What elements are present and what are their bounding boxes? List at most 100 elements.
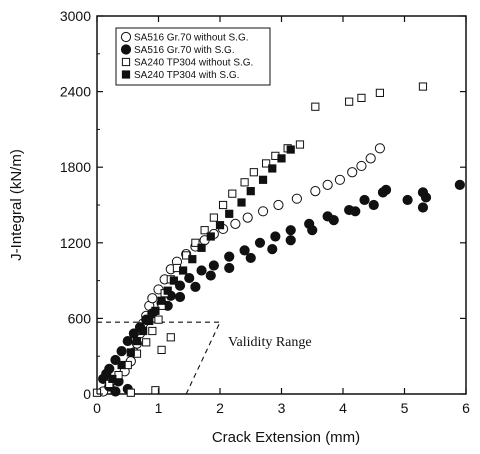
legend-marker	[120, 31, 132, 43]
data-point	[311, 102, 320, 111]
data-point	[365, 153, 376, 164]
data-point	[368, 199, 379, 211]
data-point	[126, 348, 135, 357]
y-axis-title: J-Integral (kN/m)	[8, 149, 25, 261]
data-point	[230, 218, 241, 229]
data-point	[262, 159, 271, 168]
x-axis-title: Crack Extension (mm)	[212, 429, 360, 446]
y-tick-label: 0	[83, 386, 91, 402]
data-point	[307, 225, 318, 236]
data-point	[147, 293, 158, 304]
data-point	[148, 326, 157, 336]
legend-box	[115, 27, 271, 86]
y-tick-label: 1200	[60, 235, 91, 251]
data-point	[375, 88, 384, 97]
data-point	[359, 194, 370, 206]
x-tick-label: 2	[216, 400, 224, 416]
data-point	[108, 374, 117, 383]
data-point	[322, 179, 333, 190]
data-point	[310, 186, 321, 197]
data-point	[190, 281, 201, 292]
data-point	[417, 202, 429, 213]
legend: SA516 Gr.70 without S.G.SA516 Gr.70 with…	[115, 27, 271, 86]
data-point	[104, 363, 115, 374]
data-point	[196, 265, 207, 276]
data-point	[132, 336, 142, 346]
x-tick-label: 0	[93, 400, 101, 416]
legend-label: SA516 Gr.70 without S.G.	[134, 33, 249, 44]
data-point	[157, 345, 166, 354]
data-point	[273, 199, 284, 211]
data-point	[258, 175, 268, 184]
data-point	[356, 160, 367, 172]
data-point	[228, 189, 237, 198]
data-point	[218, 200, 228, 210]
validity-range-label: Validity Range	[228, 335, 312, 350]
data-point	[257, 206, 269, 217]
axis-ticks: 0 1 2 3 4 5 6 0 600 1200 1800 2400 3000	[60, 8, 470, 416]
y-tick-label: 3000	[60, 8, 91, 24]
x-tick-label: 3	[278, 400, 286, 416]
data-point	[328, 215, 339, 226]
data-point	[334, 174, 346, 185]
data-point	[116, 346, 127, 357]
data-point	[347, 167, 358, 178]
data-point	[215, 221, 225, 230]
x-tick-label: 5	[401, 400, 409, 416]
series-4	[108, 145, 295, 383]
data-point	[402, 194, 413, 206]
data-point	[163, 286, 172, 295]
data-point	[245, 252, 256, 264]
x-tick-label: 1	[155, 400, 163, 416]
data-point	[454, 179, 465, 190]
data-point	[350, 206, 361, 217]
data-point	[145, 316, 154, 326]
data-point	[110, 386, 121, 397]
legend-label: SA240 TP304 without S.G.	[134, 58, 253, 69]
data-point	[270, 231, 281, 242]
data-point	[268, 164, 277, 173]
data-point	[188, 255, 197, 264]
data-point	[142, 338, 151, 347]
data-point	[418, 82, 428, 91]
data-point	[191, 238, 200, 247]
data-point	[246, 187, 255, 196]
data-point	[377, 187, 389, 198]
data-point	[357, 93, 366, 103]
y-tick-label: 1800	[60, 159, 91, 175]
x-tick-label: 4	[339, 400, 347, 416]
data-point	[225, 209, 234, 218]
legend-label: SA240 TP304 with S.G.	[134, 70, 239, 81]
data-point	[174, 291, 186, 303]
data-point	[200, 226, 209, 235]
data-point	[139, 326, 148, 336]
data-point	[374, 143, 385, 154]
data-point	[267, 244, 278, 255]
data-point	[420, 192, 432, 203]
data-point	[117, 360, 126, 370]
data-point	[154, 315, 163, 324]
data-point	[157, 296, 166, 305]
legend-label: SA516 Gr.70 with S.G.	[134, 45, 235, 56]
y-tick-label: 2400	[60, 84, 91, 100]
data-point	[286, 145, 295, 154]
data-point	[169, 276, 178, 285]
validity-range-lines	[97, 321, 221, 395]
data-point	[206, 232, 215, 241]
data-point	[295, 140, 305, 149]
x-tick-label: 6	[462, 400, 470, 416]
data-point	[209, 213, 218, 222]
data-point	[122, 335, 133, 347]
data-point	[179, 266, 188, 275]
data-point	[249, 168, 258, 177]
data-point	[205, 270, 216, 281]
data-point	[242, 212, 253, 223]
data-point	[151, 306, 160, 315]
data-point	[224, 262, 235, 274]
data-point	[285, 235, 296, 246]
data-point	[197, 243, 206, 252]
data-point	[208, 260, 219, 271]
data-point	[237, 198, 246, 207]
data-point	[166, 333, 175, 342]
